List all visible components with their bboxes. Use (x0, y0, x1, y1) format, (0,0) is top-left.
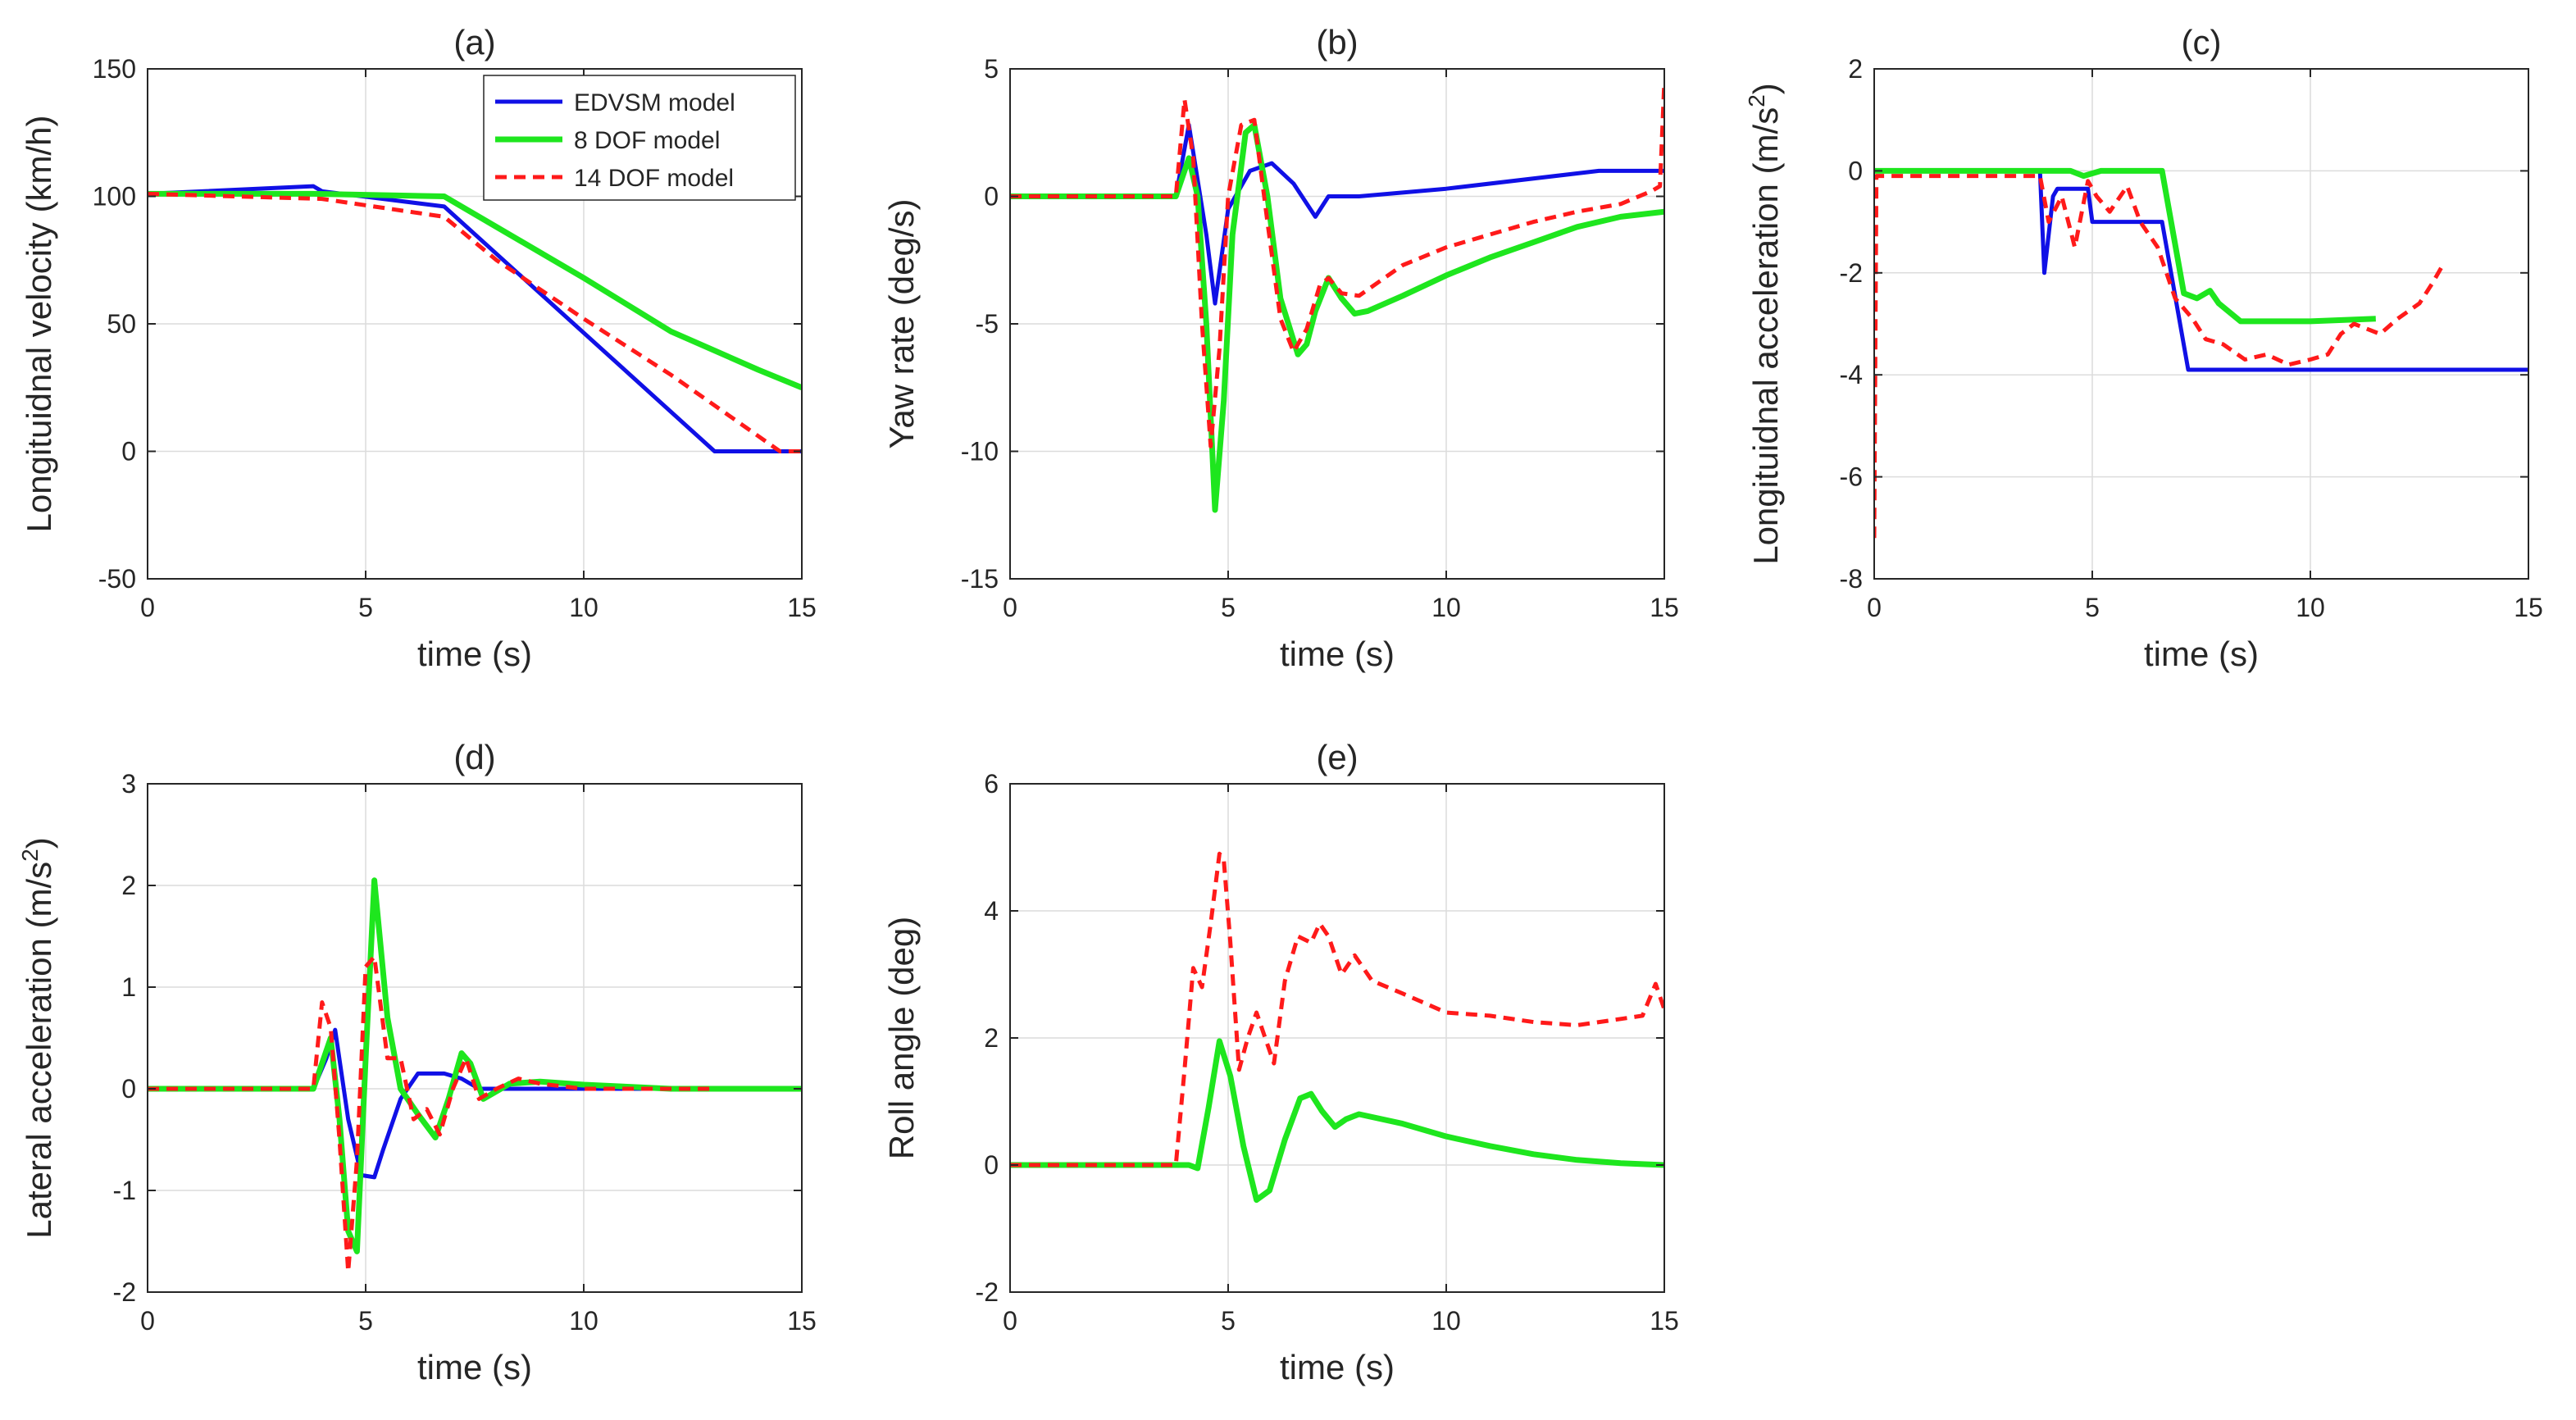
y-tick-label: 3 (121, 769, 136, 799)
y-tick-label: 6 (984, 769, 999, 799)
series-line-14-dof-model (1874, 174, 2443, 539)
y-tick-label: -50 (98, 564, 136, 594)
panel-title: (e) (1316, 738, 1358, 776)
x-tick-label: 15 (2514, 593, 2543, 622)
x-tick-label: 15 (1650, 1306, 1679, 1336)
y-tick-label: -5 (976, 309, 999, 339)
plot-area (148, 784, 802, 1292)
x-axis-label: time (s) (1280, 635, 1395, 673)
panel-c: 0 5 10 15 -8 -6 -4 -2 0 2 (c) time (s) Longituidnal … (1744, 23, 2543, 673)
y-axis-label-superscript: 2 (1744, 94, 1769, 107)
x-tick-label: 15 (787, 1306, 817, 1336)
y-axis-label-text: Roll angle (deg) (882, 917, 921, 1160)
x-tick-label: 5 (358, 1306, 373, 1336)
panel-title: (a) (453, 23, 495, 61)
legend: EDVSM model 8 DOF model 14 DOF model (483, 75, 796, 201)
x-axis-label: time (s) (417, 635, 532, 673)
series-line-edvsm-model (148, 184, 802, 453)
y-tick-label: 4 (984, 896, 999, 926)
axes-frame (1873, 68, 2529, 580)
y-tick-label: 0 (984, 1150, 999, 1180)
y-tick-label: 0 (121, 437, 136, 467)
y-axis-label-text: Longituidnal velocity (km/h) (20, 116, 58, 533)
y-tick-label: -8 (1840, 564, 1863, 594)
series-line-8-dof-model (1010, 1038, 1664, 1204)
series-line-14-dof-model (148, 954, 715, 1274)
series-group (148, 877, 802, 1274)
legend-label: EDVSM model (574, 89, 735, 116)
x-axis-label: time (s) (1280, 1348, 1395, 1386)
x-tick-label: 10 (1431, 593, 1461, 622)
axes-frame (147, 783, 803, 1293)
y-tick-label: 2 (984, 1023, 999, 1053)
x-tick-label: 15 (787, 593, 817, 622)
y-tick-label: -6 (1840, 462, 1863, 492)
y-tick-label: 0 (1848, 156, 1863, 185)
y-axis-label-text: Lateral acceleration (m/s (20, 862, 58, 1239)
x-axis-label: time (s) (2144, 635, 2259, 673)
x-tick-label: 0 (1003, 1306, 1017, 1336)
y-axis-label: Roll angle (deg) (882, 917, 921, 1160)
x-axis-label: time (s) (417, 1348, 532, 1386)
series-line-8-dof-model (1010, 121, 1664, 513)
series-group (148, 184, 802, 453)
plot-area (1874, 69, 2528, 579)
y-axis-label: Longituidnal velocity (km/h) (20, 116, 58, 533)
y-tick-label: 100 (93, 182, 136, 212)
x-tick-label: 10 (569, 1306, 598, 1336)
y-tick-label: 0 (121, 1074, 136, 1104)
series-line-8-dof-model (1874, 167, 2376, 325)
y-tick-label: 1 (121, 972, 136, 1002)
x-tick-label: 0 (140, 1306, 155, 1336)
y-axis-label-text: Yaw rate (deg/s) (882, 198, 921, 448)
y-axis-label-end: ) (20, 837, 58, 849)
y-tick-label: -15 (961, 564, 999, 594)
series-line-8-dof-model (148, 190, 802, 391)
legend-label: 14 DOF model (574, 165, 734, 192)
panel-title: (b) (1316, 23, 1358, 61)
y-tick-label: -2 (976, 1277, 999, 1307)
x-tick-label: 5 (2085, 593, 2100, 622)
y-axis-label: Longituidnal acceleration (m/s2) (1744, 83, 1785, 565)
y-tick-label: -2 (113, 1277, 136, 1307)
x-tick-label: 0 (140, 593, 155, 622)
series-line-14-dof-model (148, 191, 802, 453)
x-tick-label: 10 (1431, 1306, 1461, 1336)
series-group (1874, 167, 2528, 539)
y-axis-label: Yaw rate (deg/s) (882, 198, 921, 448)
legend-label: 8 DOF model (574, 127, 720, 154)
y-tick-label: 50 (107, 309, 136, 339)
y-axis-label: Lateral acceleration (m/s2) (17, 837, 58, 1238)
y-tick-label: -1 (113, 1176, 136, 1205)
y-tick-label: -10 (961, 437, 999, 467)
panel-d: 0 5 10 15 -2 -1 0 1 2 3 (d) time (s) Lateral acceler… (17, 738, 817, 1386)
y-tick-label: 2 (1848, 54, 1863, 84)
x-tick-label: 10 (2296, 593, 2325, 622)
x-tick-label: 15 (1650, 593, 1679, 622)
y-tick-label: 2 (121, 871, 136, 900)
x-tick-label: 0 (1003, 593, 1017, 622)
y-tick-label: -2 (1840, 258, 1863, 288)
panel-b: 0 5 10 15 -15 -10 -5 0 5 (b) time (s) Yaw rate (deg… (882, 23, 1679, 673)
series-group (1010, 851, 1664, 1204)
y-axis-label-end: ) (1746, 83, 1785, 94)
panel-title: (c) (2182, 23, 2222, 61)
y-tick-label: -4 (1840, 360, 1863, 389)
x-tick-label: 5 (1221, 1306, 1236, 1336)
y-tick-label: 150 (93, 54, 136, 84)
y-tick-label: 0 (984, 182, 999, 212)
x-tick-label: 5 (1221, 593, 1236, 622)
x-tick-label: 5 (358, 593, 373, 622)
x-tick-label: 10 (569, 593, 598, 622)
y-tick-label: 5 (984, 54, 999, 84)
y-axis-label-superscript: 2 (17, 849, 43, 862)
x-tick-label: 0 (1867, 593, 1882, 622)
series-line-14-dof-model (1010, 81, 1664, 448)
series-group (1010, 81, 1664, 513)
panel-title: (d) (453, 738, 495, 776)
y-axis-label-text: Longituidnal acceleration (m/s (1746, 107, 1785, 565)
